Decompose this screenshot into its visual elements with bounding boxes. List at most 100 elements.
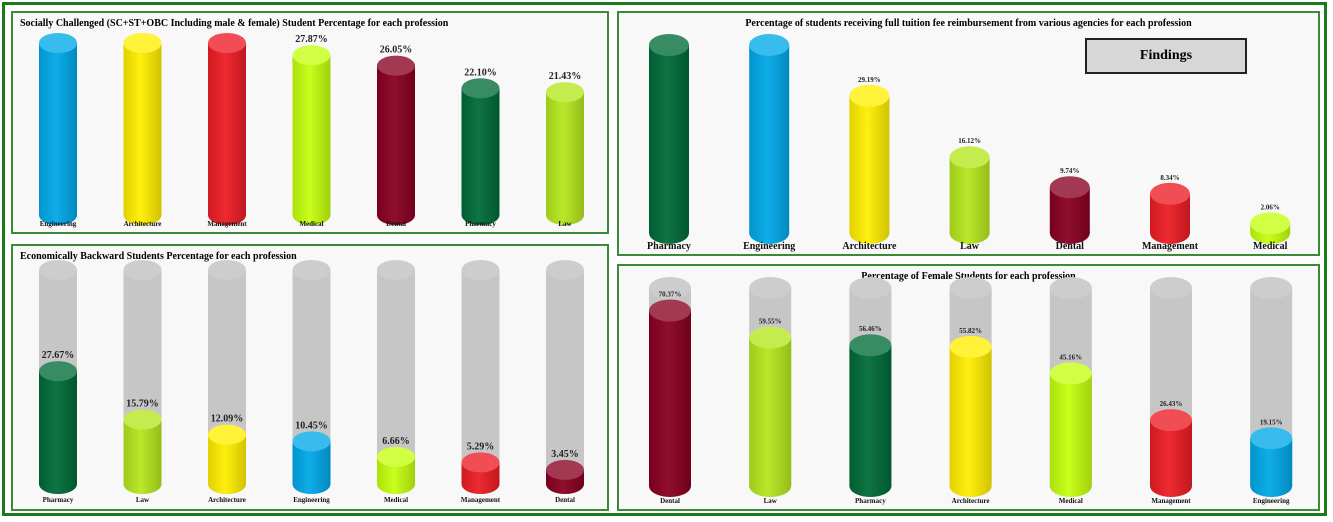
- bar-base: [377, 474, 415, 494]
- bar-body: [1049, 373, 1092, 486]
- chart-title: Percentage of Female Students for each p…: [861, 271, 1076, 282]
- chart-socially-challenged: Engineering Architecture Management 27.87% M…: [39, 33, 584, 228]
- value-label: 26.43%: [1160, 400, 1183, 408]
- bar-cap: [546, 459, 584, 480]
- panel-economically-backward: Economically Backward Students Percentag…: [11, 244, 609, 511]
- bar-track: [461, 270, 500, 484]
- bar-cap: [649, 34, 689, 56]
- bar-body: [949, 157, 990, 233]
- category-label: Pharmacy: [647, 241, 691, 252]
- bar-base: [749, 222, 790, 244]
- bar-medical: [1250, 212, 1291, 244]
- bar-track-cap: [1250, 277, 1293, 299]
- category-label: Dental: [555, 496, 575, 504]
- bar-cap: [849, 84, 890, 107]
- value-label: 19.15%: [1260, 418, 1283, 426]
- bar-base: [39, 205, 77, 225]
- bar-cap: [1049, 176, 1090, 199]
- bar-track-cap: [39, 260, 77, 280]
- bar-dental: [1049, 176, 1090, 244]
- bar-body: [849, 345, 892, 486]
- bar-base: [292, 205, 331, 225]
- bar-cap: [208, 33, 246, 53]
- bar-engineering: [39, 33, 77, 225]
- chart-title: Socially Challenged (SC+ST+OBC Including…: [20, 18, 449, 29]
- value-label: 9.74%: [1060, 167, 1079, 175]
- value-label: 8.34%: [1160, 174, 1179, 182]
- bar-body: [208, 43, 246, 215]
- bar-architecture: [849, 84, 890, 244]
- bar-cap: [292, 431, 331, 452]
- category-label: Law: [764, 497, 778, 505]
- bar-body: [39, 371, 77, 484]
- bar-law: [749, 277, 792, 497]
- value-label: 26.05%: [380, 45, 413, 56]
- bar-cap: [208, 424, 246, 445]
- category-label: Medical: [1059, 497, 1083, 505]
- bar-base: [123, 474, 162, 494]
- bar-cap: [949, 335, 992, 358]
- bar-base: [546, 205, 584, 225]
- chart-economically-backward: 27.67% Pharmacy 15.79% Law 12.09% Architectur…: [39, 260, 584, 504]
- chart-title: Percentage of students receiving full tu…: [745, 18, 1192, 29]
- category-label: Medical: [299, 220, 323, 228]
- value-label: 29.19%: [858, 76, 881, 84]
- bar-cap: [1150, 409, 1192, 432]
- bar-track-cap: [377, 260, 415, 280]
- value-label: 10.45%: [295, 420, 328, 431]
- chart-title: Economically Backward Students Percentag…: [20, 251, 297, 262]
- bar-track-cap: [1150, 277, 1192, 299]
- bar-management: [208, 33, 246, 225]
- category-label: Management: [207, 220, 247, 228]
- chart-full-reimbursement: Pharmacy Engineering 29.19% Architecture 16.…: [647, 34, 1291, 252]
- bar-cap: [749, 326, 792, 349]
- bar-cap: [849, 334, 892, 357]
- bar-dental: [649, 277, 691, 497]
- value-label: 55.82%: [959, 327, 982, 335]
- bar-base: [849, 475, 892, 497]
- bar-body: [749, 337, 792, 486]
- bar-body: [292, 55, 331, 215]
- category-label: Engineering: [40, 220, 77, 228]
- bar-body: [546, 92, 584, 215]
- category-label: Management: [461, 496, 501, 504]
- chart-female-students: 70.37% Dental 59.55% Law 56.46% Pharmacy 55.82…: [649, 277, 1293, 505]
- bar-body: [461, 88, 500, 215]
- bar-management: [461, 260, 500, 494]
- bar-medical: [292, 45, 331, 225]
- bar-base: [1049, 222, 1090, 244]
- bar-architecture: [208, 260, 246, 494]
- findings-button[interactable]: Findings: [1085, 38, 1247, 74]
- value-label: 5.29%: [467, 441, 495, 452]
- bar-medical: [377, 260, 415, 494]
- value-label: 56.46%: [859, 325, 882, 333]
- category-label: Management: [1151, 497, 1191, 505]
- bar-body: [949, 346, 992, 486]
- bar-base: [292, 474, 331, 494]
- bar-body: [123, 43, 162, 215]
- bar-base: [123, 205, 162, 225]
- bar-track-cap: [292, 260, 331, 280]
- bar-base: [461, 205, 500, 225]
- bar-body: [749, 45, 790, 233]
- bar-cap: [123, 33, 162, 53]
- bar-track-cap: [749, 277, 792, 299]
- bar-track-cap: [546, 260, 584, 280]
- value-label: 6.66%: [382, 436, 410, 447]
- category-label: Law: [960, 241, 980, 252]
- category-label: Dental: [1056, 241, 1085, 252]
- category-label: Engineering: [743, 241, 795, 252]
- bar-cap: [39, 361, 77, 382]
- category-label: Management: [1142, 241, 1199, 252]
- bar-base: [208, 205, 246, 225]
- bar-cap: [292, 45, 331, 66]
- value-label: 22.10%: [464, 67, 497, 78]
- bar-cap: [749, 34, 790, 56]
- bar-base: [377, 205, 415, 225]
- bar-law: [949, 146, 990, 244]
- value-label: 45.16%: [1059, 353, 1082, 361]
- bar-cap: [461, 452, 500, 473]
- bar-track-cap: [1049, 277, 1092, 299]
- bar-base: [1049, 475, 1092, 497]
- bar-base: [1150, 222, 1190, 244]
